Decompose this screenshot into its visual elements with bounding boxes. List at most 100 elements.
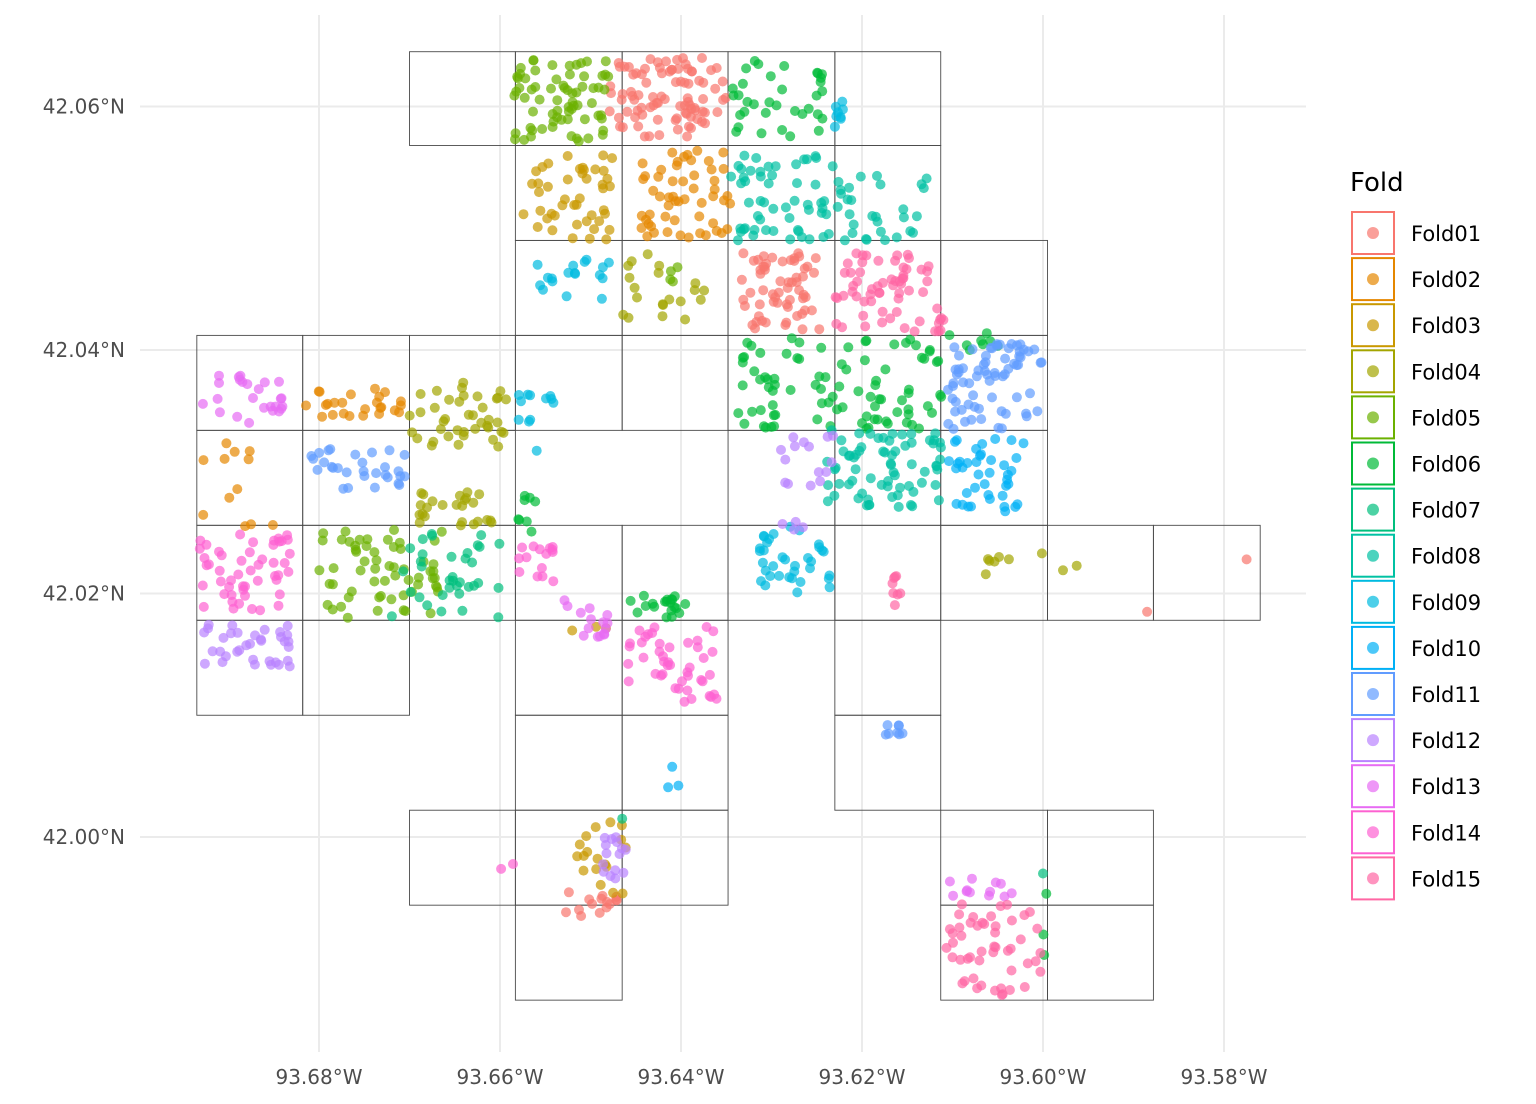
data-point [320,400,331,410]
series-fold12 [199,430,838,884]
data-point [875,179,886,190]
data-point [733,122,744,133]
data-point [384,561,395,571]
data-point [914,316,925,327]
data-point [198,601,209,612]
data-point [680,599,691,609]
grid-cell [514,239,623,336]
data-point [867,211,878,221]
data-point [1035,948,1046,958]
data-point [891,307,902,317]
data-point [667,147,678,158]
data-point [810,253,821,264]
data-point [594,216,605,227]
data-point [301,400,311,411]
data-point [962,953,973,964]
data-point [379,575,390,586]
data-point [997,490,1008,501]
x-tick-label: 93.66°W [456,1065,543,1089]
data-point [337,397,348,408]
data-point [581,216,592,227]
data-point [604,106,615,117]
legend-label: Fold06 [1411,453,1481,477]
data-point [861,411,872,422]
data-point [767,400,778,411]
legend-item: Fold12 [1351,718,1481,763]
data-point [355,565,366,576]
data-point [600,69,611,80]
data-point [753,311,764,322]
data-point [984,467,995,478]
legend-item: Fold13 [1351,764,1481,809]
data-point [799,263,810,274]
data-point [675,101,686,112]
data-point [599,628,610,639]
axis-tick-labels: 93.68°W 93.66°W 93.64°W 93.62°W 93.60°W 93.58… [43,95,1268,1090]
data-point [472,391,483,402]
data-point [675,230,686,241]
data-point [743,197,754,208]
data-point [610,832,621,843]
data-point [726,171,737,182]
data-point [891,571,902,582]
series-fold07 [386,529,1048,879]
legend-item: Fold03 [1351,303,1481,348]
data-point [459,495,470,506]
data-point [733,408,744,419]
data-point [835,113,846,124]
data-point [753,59,764,70]
data-point [889,600,900,611]
data-point [593,110,604,121]
data-point [641,214,651,225]
data-point [667,761,678,772]
data-point [576,58,587,69]
data-point [888,467,899,478]
data-point [214,378,224,388]
data-point [343,592,354,603]
data-point [855,267,866,278]
data-point [783,478,793,489]
data-point [617,89,628,99]
data-point [626,256,637,267]
data-point [482,515,493,525]
data-point [935,442,946,453]
data-point [521,516,532,527]
series-fold05 [314,55,683,623]
data-point [282,534,293,545]
data-point [492,417,503,428]
data-point [422,600,433,611]
data-point [625,595,636,606]
data-point [932,464,943,475]
data-point [513,514,524,525]
data-point [345,389,356,400]
data-point [564,69,575,80]
series-fold04 [404,249,1082,580]
data-point [795,577,806,587]
data-point [457,517,468,528]
data-point [521,552,532,563]
data-point [645,54,656,65]
data-point [901,417,912,428]
data-point [872,170,882,181]
data-point [630,112,641,123]
data-point [898,270,909,281]
data-point [509,90,520,101]
data-point [832,293,843,304]
legend-label: Fold08 [1411,545,1481,569]
data-point [197,580,208,591]
data-point [739,352,750,362]
data-point [602,610,613,620]
grid-cell [621,809,729,906]
data-point [1006,888,1017,899]
data-point [552,105,563,116]
data-point [1005,943,1016,954]
data-point [686,155,697,166]
data-point [709,184,720,195]
data-point [1002,469,1013,480]
data-point [357,457,368,468]
data-point [604,224,615,235]
data-point [842,258,853,269]
data-point [563,267,574,278]
data-point [467,557,478,568]
data-point [976,414,987,425]
